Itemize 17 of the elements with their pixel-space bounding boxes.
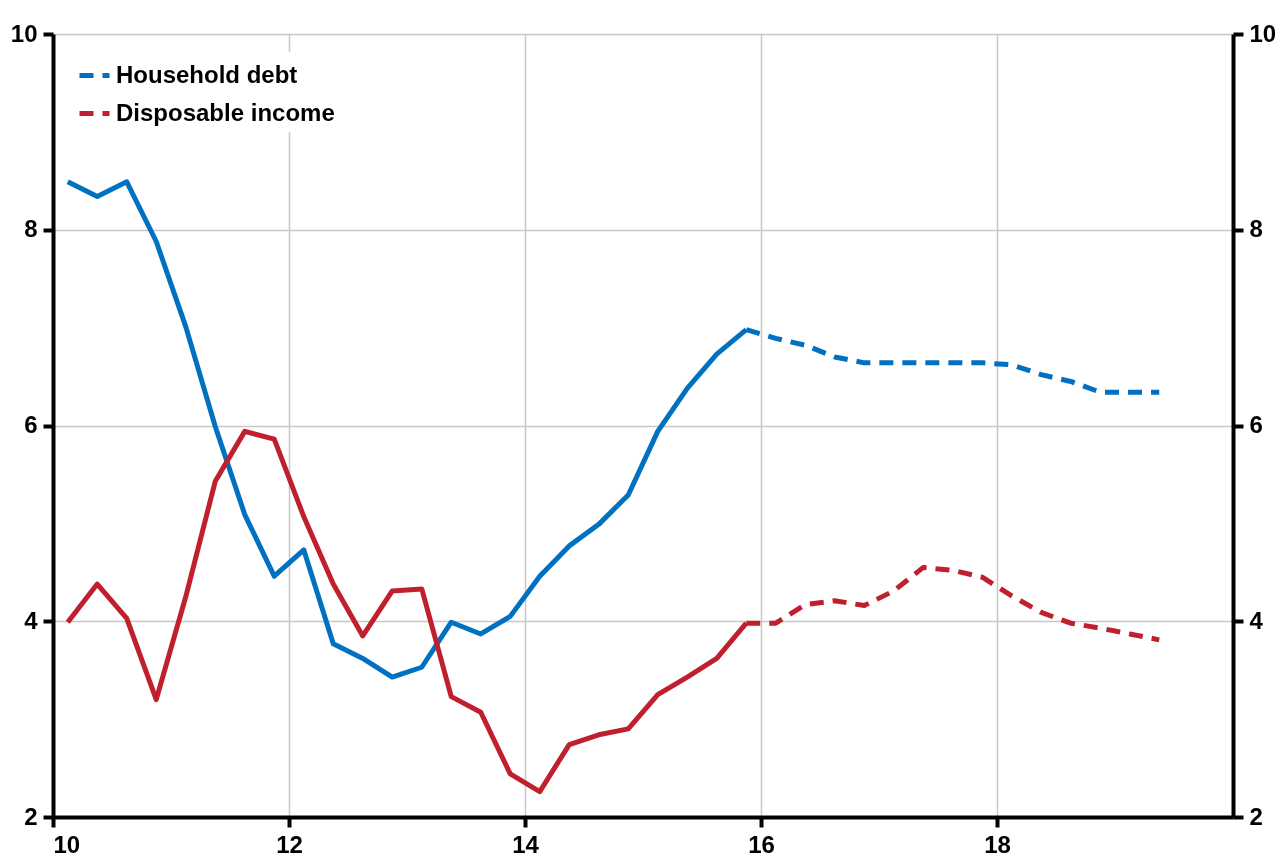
x-tick-label: 18 xyxy=(984,830,1011,858)
x-tick-label: 16 xyxy=(748,830,775,858)
x-tick-label: 14 xyxy=(512,830,540,858)
y-tick-label: 10 xyxy=(10,19,38,47)
legend-label: Household debt xyxy=(116,60,298,88)
y-tick-label: 8 xyxy=(24,215,38,243)
y2-tick-label: 4 xyxy=(1249,606,1264,634)
y2-tick-label: 6 xyxy=(1249,411,1263,438)
x-tick-label: 12 xyxy=(276,830,303,858)
y2-tick-label: 2 xyxy=(1249,802,1263,830)
y-tick-label: 2 xyxy=(24,802,38,830)
y-tick-label: 6 xyxy=(24,411,38,438)
x-tick-label: 10 xyxy=(53,830,81,858)
y2-tick-label: 10 xyxy=(1249,19,1277,47)
y2-tick-label: 8 xyxy=(1249,215,1263,243)
legend-label: Disposable income xyxy=(116,98,335,126)
y-tick-label: 4 xyxy=(24,606,39,634)
